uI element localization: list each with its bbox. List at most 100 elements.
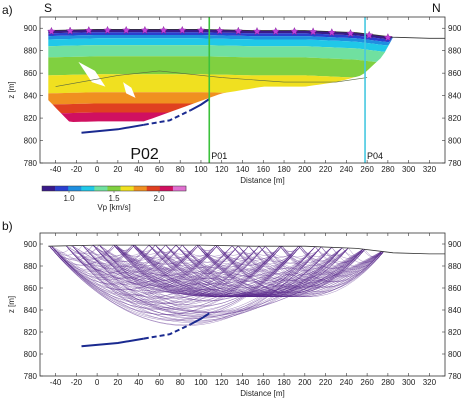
panel-a-xtick-label: 240 xyxy=(340,165,354,174)
ray-path xyxy=(113,244,382,297)
colorbar-segment xyxy=(81,186,95,191)
profile-label: P02 xyxy=(130,146,159,163)
panel-a-xtick-label: 180 xyxy=(277,165,291,174)
direction-south: S xyxy=(44,1,52,15)
colorbar-segment xyxy=(55,186,69,191)
panel-b-ytick-label-right: 860 xyxy=(448,284,462,293)
panel-b-ytick-label: 820 xyxy=(24,328,38,337)
unsampled-patch xyxy=(123,82,136,98)
ray-path xyxy=(155,244,382,297)
ray-paths xyxy=(49,244,384,348)
panel-b-xtick-label: 280 xyxy=(381,378,395,387)
ray-path xyxy=(92,245,316,313)
ray-path xyxy=(51,245,216,295)
panel-b-xtick-label: 180 xyxy=(277,378,291,387)
panel-b-xtick-label: 260 xyxy=(360,378,374,387)
colorbar-segment xyxy=(172,186,187,191)
panel-b-ytick-label-right: 900 xyxy=(448,240,462,249)
velocity-layer xyxy=(48,32,394,43)
refractor-solid-east xyxy=(190,98,210,112)
colorbar-tick-label: 1.5 xyxy=(108,194,120,203)
panel-a-ytick-label: 900 xyxy=(24,24,38,33)
ray-path xyxy=(321,246,382,270)
ray-path xyxy=(300,246,366,269)
panel-b-xtick-label: -40 xyxy=(50,378,62,387)
panel-a-xtick-label: -20 xyxy=(71,165,83,174)
colorbar-tick-label: 1.0 xyxy=(63,194,75,203)
ray-path xyxy=(362,249,382,258)
shot-star-icon xyxy=(327,28,337,37)
colorbar: 1.0 1.5 2.0 Vp [km/s] xyxy=(41,185,187,212)
panel-a-panel-label: a) xyxy=(2,3,13,17)
velocity-layer xyxy=(48,37,394,114)
panel-b-ytick-label: 840 xyxy=(24,306,38,315)
velocity-layer xyxy=(48,37,394,62)
panel-a-ytick-label-right: 800 xyxy=(448,137,462,146)
panel-a: P01 P04 P02 S N -40 -20 0 20 40 60 80 100 120 140 160 18… xyxy=(2,1,462,185)
shot-star-icon xyxy=(84,25,94,35)
topography-line xyxy=(48,244,445,255)
panel-a-xtick-label: 20 xyxy=(113,165,122,174)
panel-a-xtick-label: 140 xyxy=(236,165,250,174)
colorbar-tick-label: 2.0 xyxy=(153,194,165,203)
velocity-layer xyxy=(48,35,394,46)
velocity-layer xyxy=(48,37,394,94)
shot-star-icon xyxy=(103,25,112,35)
ray-path xyxy=(281,246,343,266)
panel-b-xtick-label: 120 xyxy=(215,378,229,387)
panel-a-xtick-label: 80 xyxy=(176,165,185,174)
panel-b: -40 -20 0 20 40 60 80 100 120 140 160 180 200 220 240 2… xyxy=(2,219,462,398)
velocity-contour xyxy=(55,70,368,87)
colorbar-segment xyxy=(94,186,108,191)
panel-b-ytick-label-right: 780 xyxy=(448,372,462,381)
panel-a-xtick-label: 40 xyxy=(134,165,143,174)
shot-star-icon xyxy=(234,26,243,35)
well-label: P01 xyxy=(211,151,227,161)
ray-path xyxy=(113,244,299,302)
refractor-solid-east xyxy=(190,312,210,326)
panel-a-ytick-label-right: 860 xyxy=(448,69,462,78)
panel-a-ytick-label-right: 840 xyxy=(448,92,462,101)
colorbar-segment xyxy=(42,186,56,191)
ray-path xyxy=(51,245,316,326)
panel-b-xtick-label: 0 xyxy=(95,378,100,387)
panel-b-ytick-label: 800 xyxy=(24,350,38,359)
ray-path xyxy=(134,244,382,297)
velocity-layer xyxy=(48,37,394,105)
panel-b-ytick-label-right: 800 xyxy=(448,350,462,359)
panel-a-xtick-label: 120 xyxy=(215,165,229,174)
colorbar-segment xyxy=(120,186,134,191)
ray-path xyxy=(134,244,266,286)
well-label: P04 xyxy=(367,151,383,161)
panel-b-ytick-label-right: 840 xyxy=(448,306,462,315)
velocity-model xyxy=(48,29,394,134)
panel-b-ytick-label: 900 xyxy=(24,240,38,249)
colorbar-segment xyxy=(107,186,121,191)
unsampled-patch xyxy=(78,61,106,87)
colorbar-segment xyxy=(133,186,148,191)
velocity-layer xyxy=(48,29,394,40)
panel-b-panel-label: b) xyxy=(2,219,13,233)
panel-a-ytick-label-right: 880 xyxy=(448,47,462,56)
panel-a-ytick-label-right: 820 xyxy=(448,114,462,123)
shot-star-icon xyxy=(159,25,168,35)
panel-a-ytick-label: 840 xyxy=(24,92,38,101)
ray-path xyxy=(279,246,349,269)
refractor-dashed xyxy=(143,323,192,340)
panel-b-xtick-label: 200 xyxy=(298,378,312,387)
panel-a-xtick-label: 260 xyxy=(360,165,374,174)
panel-a-xlabel: Distance [m] xyxy=(240,176,284,185)
shot-star-icon xyxy=(121,25,131,35)
panel-b-xtick-label: 20 xyxy=(113,378,122,387)
ray-path xyxy=(72,245,382,298)
panel-b-ytick-label: 880 xyxy=(24,262,38,271)
ray-path xyxy=(342,247,366,257)
panel-a-ylabel: z [m] xyxy=(7,81,16,98)
panel-b-ytick-label: 860 xyxy=(24,284,38,293)
panel-a-ytick-label-right: 780 xyxy=(448,159,462,168)
panel-b-xtick-label: 320 xyxy=(423,378,437,387)
panel-a-ytick-label: 880 xyxy=(24,47,38,56)
ray-path xyxy=(175,244,382,297)
panel-a-ytick-label: 820 xyxy=(24,114,38,123)
